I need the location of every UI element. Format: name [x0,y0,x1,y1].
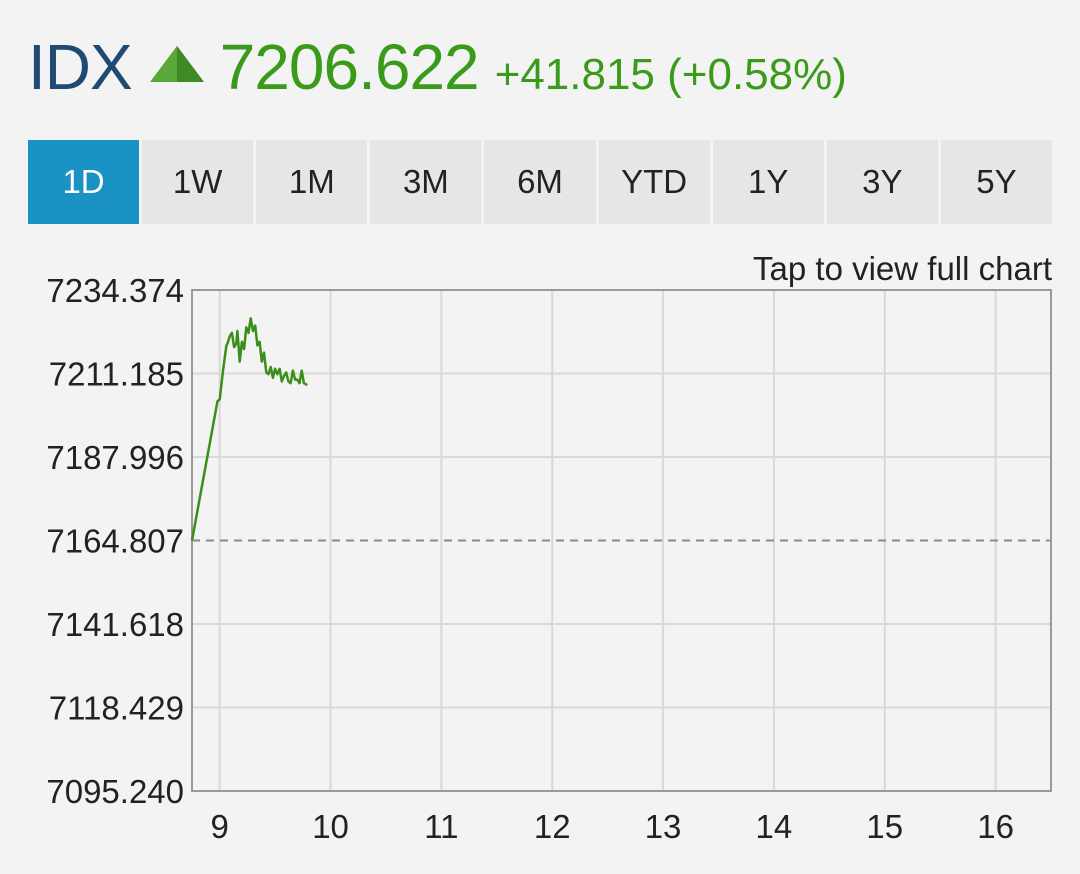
x-tick-label: 12 [534,808,571,845]
triangle-up-icon [149,46,204,82]
tab-1y[interactable]: 1Y [712,140,827,224]
y-tick-label: 7141.618 [46,606,184,643]
price-series-line [190,317,308,541]
tab-ytd[interactable]: YTD [598,140,713,224]
tab-1m[interactable]: 1M [256,140,371,224]
tab-3y[interactable]: 3Y [826,140,941,224]
quote-header: IDX 7206.622 +41.815 (+0.58%) [28,30,847,110]
x-tick-label: 14 [756,808,793,845]
x-tick-label: 10 [312,808,349,845]
x-tick-label: 13 [645,808,682,845]
x-tick-label: 11 [424,808,458,845]
tab-3m[interactable]: 3M [370,140,485,224]
y-tick-label: 7118.429 [49,690,184,727]
x-tick-label: 16 [977,808,1014,845]
x-tick-label: 15 [866,808,903,845]
tab-5y[interactable]: 5Y [940,140,1052,224]
tab-6m[interactable]: 6M [484,140,599,224]
y-tick-label: 7095.240 [46,773,184,810]
y-tick-label: 7187.996 [46,439,184,476]
view-full-chart-link[interactable]: Tap to view full chart [753,250,1052,287]
y-tick-label: 7234.374 [46,272,184,309]
tab-1w[interactable]: 1W [142,140,257,224]
index-price: 7206.622 [219,31,480,103]
ticker-symbol: IDX [28,31,133,103]
y-tick-label: 7211.185 [49,356,184,393]
y-tick-label: 7164.807 [46,523,184,560]
x-tick-label: 9 [211,808,229,845]
price-change: +41.815 (+0.58%) [494,50,847,99]
tab-1d[interactable]: 1D [28,140,143,224]
timeframe-tabs: 1D 1W 1M 3M 6M YTD 1Y 3Y 5Y [28,140,1052,224]
